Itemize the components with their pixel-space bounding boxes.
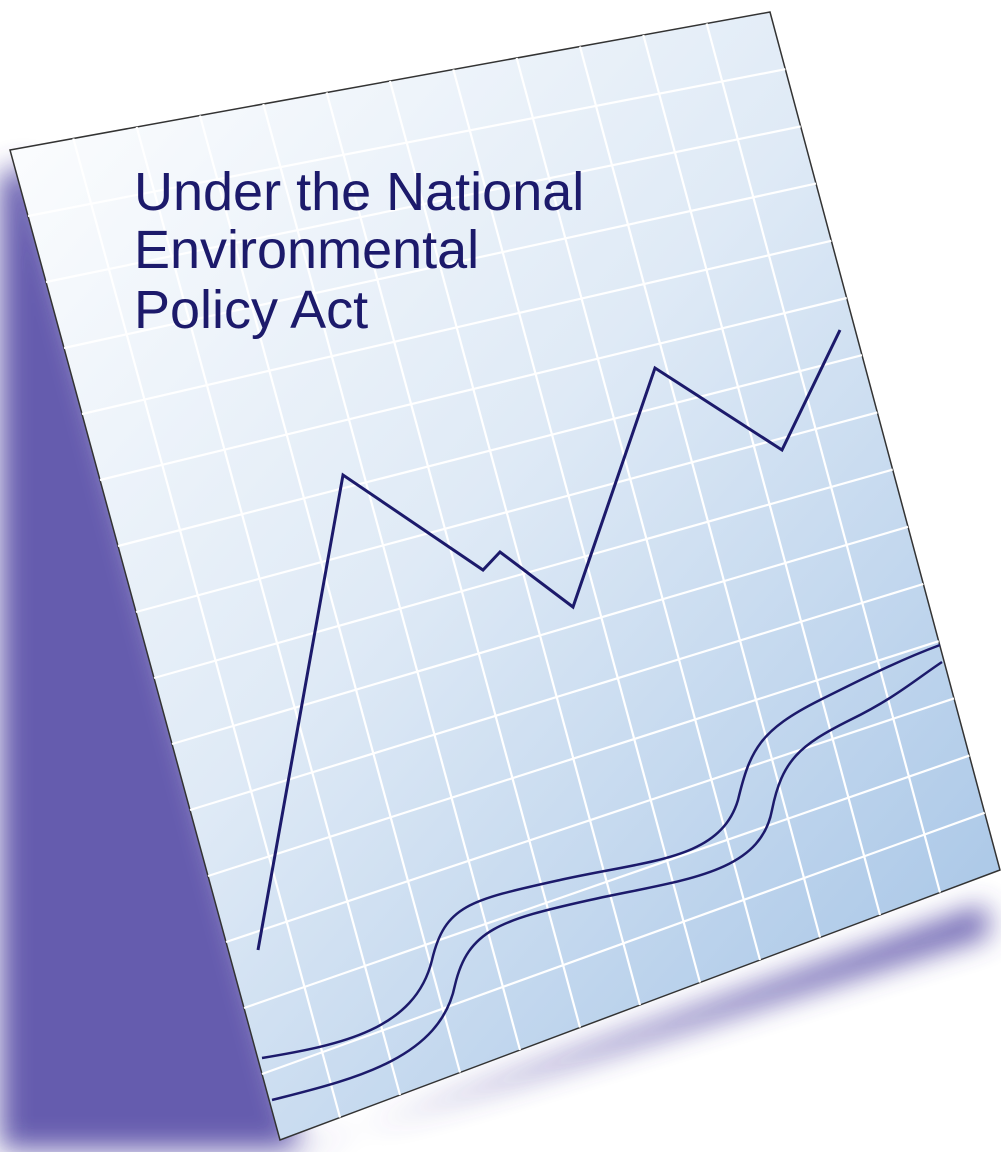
title-line: Policy Act <box>134 280 368 340</box>
title-line: Environmental <box>134 220 479 280</box>
title-line: Under the National <box>134 162 584 222</box>
page: {"cover": {"title_lines": ["Under the Na… <box>0 0 1001 1152</box>
cover-illustration: Under the National Environmental Policy … <box>0 0 1001 1152</box>
